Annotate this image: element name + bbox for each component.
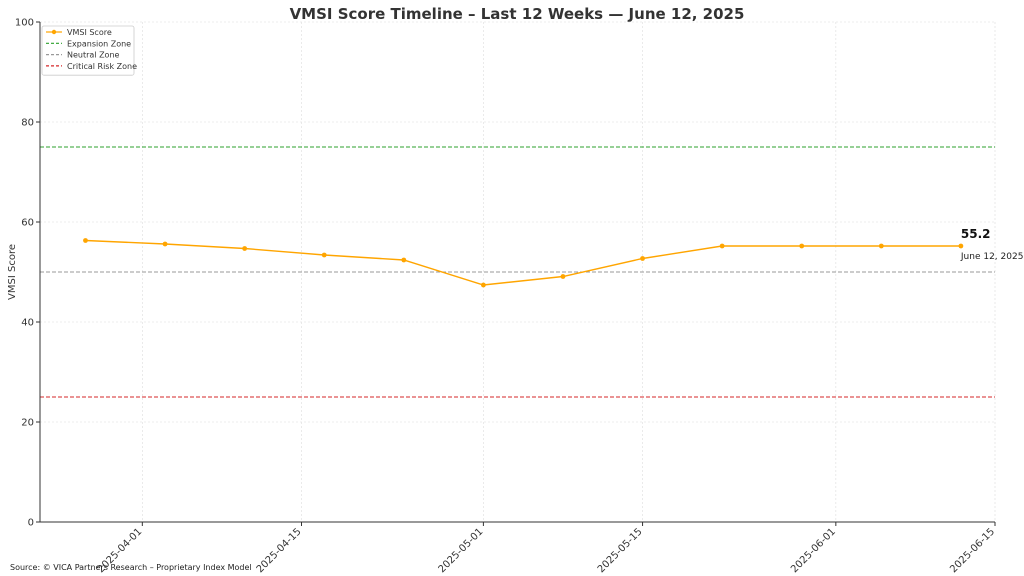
y-tick-label: 40 (21, 318, 34, 329)
legend-marker (51, 29, 57, 35)
series-line (85, 239, 961, 286)
data-point (719, 243, 725, 249)
y-tick-label: 20 (21, 418, 34, 429)
series-layer (83, 238, 964, 288)
reference-lines (40, 146, 995, 398)
data-point (242, 246, 248, 251)
data-point (321, 252, 327, 258)
chart-title: VMSI Score Timeline – Last 12 Weeks — Ju… (290, 5, 745, 23)
source-note: Source: © VICA Partners Research – Propr… (10, 563, 252, 572)
callout-date: June 12, 2025 (960, 252, 1024, 262)
data-point (640, 256, 645, 261)
callout-value: 55.2 (961, 227, 991, 241)
data-point (162, 241, 168, 247)
legend-box (41, 25, 135, 76)
legend-label: Neutral Zone (67, 51, 120, 60)
data-point (83, 238, 88, 243)
y-tick-label: 100 (15, 18, 34, 29)
legend: VMSI Score Expansion Zone Neutral Zone Crit… (41, 25, 137, 76)
y-tick-label: 60 (21, 218, 34, 229)
data-point (480, 282, 486, 288)
data-point (401, 257, 407, 263)
axes (36, 21, 996, 526)
latest-value-callout: 55.2 June 12, 2025 (960, 227, 1024, 262)
y-axis-label: VMSI Score (7, 244, 18, 300)
x-tick-label: 2025-06-15 (948, 526, 997, 575)
x-tick-label: 2025-05-01 (437, 526, 486, 575)
x-tick-label: 2025-06-01 (789, 526, 838, 575)
x-tick-label: 2025-04-15 (255, 526, 304, 575)
x-tick-label: 2025-05-15 (596, 526, 645, 575)
legend-label: VMSI Score (67, 28, 112, 37)
data-point (958, 243, 964, 249)
y-tick-label: 0 (28, 518, 34, 529)
legend-label: Expansion Zone (67, 39, 131, 48)
data-point (878, 243, 884, 249)
legend-label: Critical Risk Zone (67, 62, 137, 71)
data-point (560, 274, 566, 279)
data-point (799, 243, 805, 249)
y-tick-label: 80 (21, 118, 34, 129)
